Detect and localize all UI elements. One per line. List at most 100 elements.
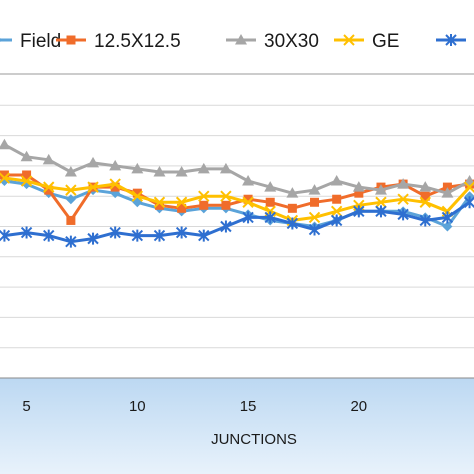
data-point	[0, 229, 11, 242]
x-tick-labels: 5 10 15 20	[22, 398, 367, 415]
data-point	[375, 196, 387, 208]
data-point	[109, 178, 121, 190]
data-point	[20, 175, 33, 187]
data-point	[265, 197, 275, 207]
data-point	[20, 226, 33, 239]
data-point	[243, 194, 253, 204]
legend-item: GE	[334, 31, 399, 52]
data-point	[42, 153, 55, 165]
series-line	[4, 176, 471, 222]
data-point	[0, 172, 11, 184]
data-point	[397, 208, 409, 221]
data-point	[287, 203, 297, 213]
data-point	[198, 190, 210, 202]
data-point	[242, 196, 254, 208]
data-point	[330, 175, 343, 186]
legend-item: Field	[0, 31, 61, 52]
data-point	[343, 34, 355, 46]
data-point	[131, 162, 144, 174]
data-point	[153, 196, 166, 208]
data-point	[221, 200, 231, 210]
data-point	[441, 211, 454, 224]
data-point	[87, 181, 99, 193]
data-point	[197, 162, 210, 174]
legend-label: Field	[20, 31, 61, 52]
data-point	[235, 34, 247, 45]
data-point	[419, 181, 432, 192]
legend-background	[0, 0, 474, 74]
data-point	[65, 184, 77, 196]
data-point	[242, 211, 254, 224]
data-point	[441, 187, 454, 198]
data-point	[87, 232, 99, 245]
x-axis-band	[0, 378, 474, 474]
series-2	[0, 138, 474, 198]
data-point	[153, 229, 166, 242]
series-line	[3, 143, 471, 195]
x-tick-label: 15	[240, 398, 257, 415]
data-point	[353, 205, 365, 218]
data-point	[110, 182, 120, 192]
data-point	[375, 205, 387, 218]
data-point	[242, 175, 255, 186]
data-point	[175, 196, 188, 208]
data-point	[397, 178, 410, 189]
data-point	[286, 187, 299, 198]
data-point	[131, 190, 144, 202]
data-point	[132, 188, 142, 198]
data-point	[464, 191, 474, 202]
data-point	[286, 217, 299, 230]
data-point	[330, 214, 343, 227]
data-point	[419, 196, 431, 208]
x-axis-title: JUNCTIONS	[211, 431, 297, 448]
data-point	[310, 197, 320, 207]
data-point	[0, 38, 2, 42]
series-line	[4, 201, 471, 244]
x-tick-label: 20	[350, 398, 367, 415]
data-point	[354, 188, 364, 198]
data-point	[66, 215, 76, 225]
data-point	[22, 170, 32, 180]
data-point	[463, 196, 474, 209]
data-point	[175, 165, 188, 177]
data-point	[175, 226, 188, 239]
data-point	[20, 150, 33, 162]
series-line	[4, 179, 471, 228]
series-4	[0, 196, 474, 248]
data-point	[352, 181, 365, 192]
data-point	[332, 194, 342, 204]
data-point	[220, 190, 232, 202]
data-point	[65, 235, 77, 248]
legend-label: GE	[372, 31, 399, 52]
data-point	[308, 184, 321, 195]
data-point	[219, 162, 232, 174]
data-point	[442, 221, 453, 232]
gridlines	[0, 104, 474, 349]
data-point	[65, 194, 76, 205]
data-point	[87, 156, 100, 168]
data-point	[44, 185, 54, 195]
data-point	[264, 211, 276, 224]
data-point	[153, 165, 166, 177]
data-point	[419, 214, 431, 227]
data-point	[463, 181, 474, 193]
legend-label: 30X30	[264, 31, 319, 52]
data-point	[154, 200, 164, 210]
legend-item	[436, 34, 466, 46]
data-point	[330, 205, 343, 218]
data-point	[442, 182, 452, 192]
data-point	[308, 211, 321, 224]
data-point	[43, 181, 55, 193]
data-point	[445, 34, 457, 46]
data-point	[397, 193, 409, 205]
data-point	[199, 200, 209, 210]
data-point	[43, 229, 55, 242]
data-point	[374, 184, 387, 195]
legend-item: 30X30	[226, 31, 319, 52]
x-tick-label: 10	[129, 398, 146, 415]
data-point	[131, 229, 144, 242]
data-point	[308, 223, 321, 236]
data-point	[0, 138, 11, 150]
data-point	[177, 203, 187, 213]
